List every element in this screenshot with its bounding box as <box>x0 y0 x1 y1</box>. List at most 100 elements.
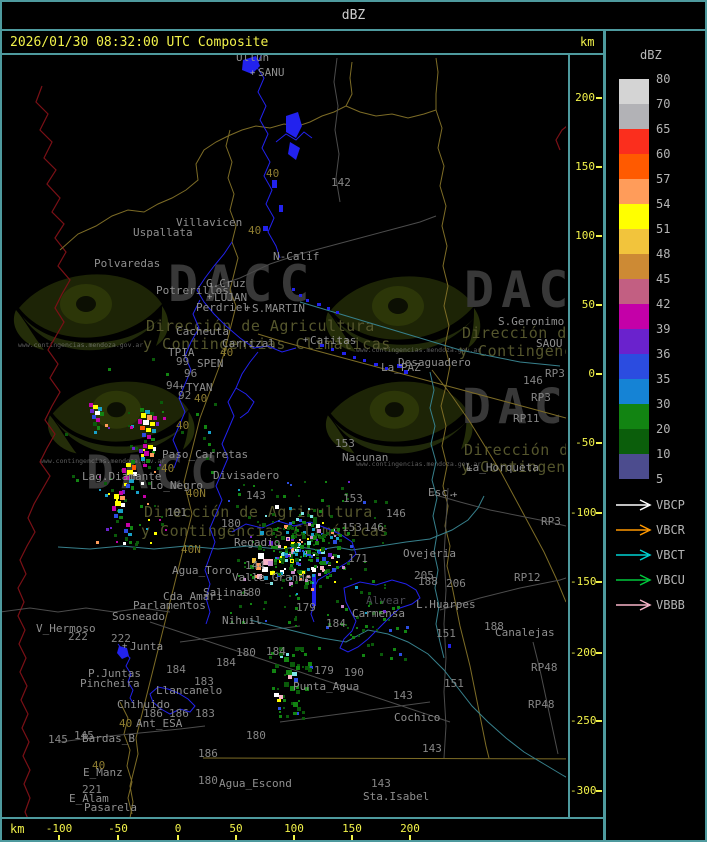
map-place-label: S.Geronimo <box>498 315 564 328</box>
map-number-label: 153 <box>342 521 362 534</box>
radar-echoes <box>65 358 409 720</box>
dacc-eye-logo <box>47 381 195 454</box>
map-place-label: Lo_Negro <box>150 479 203 492</box>
timestamp-label: 2026/01/30 08:32:00 UTC Composite <box>10 35 269 50</box>
site-cross-marker: + <box>245 304 251 314</box>
map-place-label: Chihuido <box>117 698 170 711</box>
y-tick-mark <box>596 652 602 654</box>
map-number-label: 171 <box>348 552 368 565</box>
y-tick-label: 200 <box>575 91 595 104</box>
map-line <box>119 701 133 815</box>
map-line <box>17 85 71 817</box>
plot-right-border <box>568 53 570 819</box>
map-line <box>429 371 445 659</box>
map-number-label: 184 <box>326 617 346 630</box>
map-place-label: L.Huarpes <box>416 598 476 611</box>
map-number-label: 151 <box>444 677 464 690</box>
y-tick-mark <box>596 790 602 792</box>
map-place-label: Ovejeria <box>403 547 456 560</box>
map-number-label: 222 <box>68 630 88 643</box>
map-place-label: Sosneado <box>112 610 165 623</box>
legend-swatch <box>619 104 649 129</box>
x-tick-mark <box>58 835 60 840</box>
map-place-label: Cochico <box>394 711 440 724</box>
map-place-label: TYAN <box>186 381 213 394</box>
map-line <box>333 57 341 203</box>
y-tick-label: -100 <box>570 506 597 519</box>
legend-level-label: 39 <box>656 322 671 336</box>
legend-level-label: 60 <box>656 147 671 161</box>
map-line <box>435 109 490 759</box>
map-place-label: La_PAZ <box>381 361 421 374</box>
map-place-label: TPIA <box>168 346 195 359</box>
x-tick-mark <box>177 835 179 840</box>
map-line <box>439 577 566 611</box>
x-tick-label: 0 <box>174 822 182 835</box>
map-number-label: RP11 <box>513 412 540 425</box>
legend-level-label: 36 <box>656 347 671 361</box>
map-place-label: Catitas <box>310 334 356 347</box>
dacc-watermark-text: DACC <box>464 261 566 319</box>
map-number-label: 180 <box>241 586 261 599</box>
legend-swatch <box>619 304 649 329</box>
map-number-label: 96 <box>184 367 197 380</box>
map-number-label: 179 <box>296 601 316 614</box>
map-number-label: 184 <box>166 663 186 676</box>
map-line <box>443 487 449 759</box>
legend-swatch <box>619 254 649 279</box>
legend-level-label: 20 <box>656 422 671 436</box>
map-number-label: 186 <box>169 707 189 720</box>
map-place-label: Bardas_B <box>82 732 135 745</box>
x-tick-mark <box>235 835 237 840</box>
watermark-text: Dirección de Agricultura <box>144 503 373 521</box>
road-label: 40 <box>194 392 207 405</box>
legend-level-label: 5 <box>656 472 664 486</box>
legend-level-label: 80 <box>656 72 671 86</box>
map-place-label: Polvaredas <box>94 257 160 270</box>
site-cross-marker: + <box>179 383 185 393</box>
y-tick-mark <box>596 235 602 237</box>
map-number-label: 146 <box>523 374 543 387</box>
map-place-label: Alvear <box>366 594 406 607</box>
x-tick-mark <box>117 835 119 840</box>
map-place-label: Ant_ESA <box>136 717 183 730</box>
map-place-label: Salinas <box>203 586 249 599</box>
map-number-label: 146 <box>386 507 406 520</box>
site-cross-marker: + <box>467 465 473 475</box>
map-number-label: 183 <box>195 707 215 720</box>
radar-map-canvas[interactable]: DACCDACCDACCDACCDirección de Agricultura… <box>2 55 566 817</box>
x-tick-label: -50 <box>108 822 128 835</box>
legend-level-label: 51 <box>656 222 671 236</box>
map-line <box>339 579 421 653</box>
road-label: 40 <box>119 717 132 730</box>
map-number-label: 99 <box>176 355 189 368</box>
map-number-label: 206 <box>446 577 466 590</box>
dacc-eye-logo <box>13 274 169 351</box>
map-place-label: Ullun <box>236 55 269 64</box>
map-place-label: P.Juntas <box>88 667 141 680</box>
site-cross-marker: + <box>250 69 256 79</box>
y-tick-label: -200 <box>570 646 597 659</box>
map-number-label: 92 <box>178 389 191 402</box>
legend-swatch <box>619 179 649 204</box>
watermark-text: y Contingencias Climáticas <box>141 522 389 540</box>
map-line <box>345 57 439 119</box>
panel-divider <box>603 29 606 840</box>
x-axis-unit-label: km <box>10 822 25 836</box>
map-line <box>532 641 559 755</box>
map-place-label: E_Alam <box>69 792 109 805</box>
map-line <box>204 351 259 625</box>
dacc-watermark-text: DACC <box>168 255 316 313</box>
map-number-label: 222 <box>111 632 131 645</box>
map-number-label: 143 <box>371 777 391 790</box>
watermark-text: y Contingencias Climáticas <box>461 458 566 476</box>
map-number-label: 184 <box>216 656 236 669</box>
legend-swatch <box>619 354 649 379</box>
map-number-label: 180 <box>198 774 218 787</box>
watermark-url: www.contingencias.mendoza.gov.ar <box>18 341 143 349</box>
map-number-label: 183 <box>194 675 214 688</box>
map-number-label: 143 <box>246 489 266 502</box>
map-bottom-border <box>2 817 603 819</box>
y-tick-label: 0 <box>588 367 595 380</box>
